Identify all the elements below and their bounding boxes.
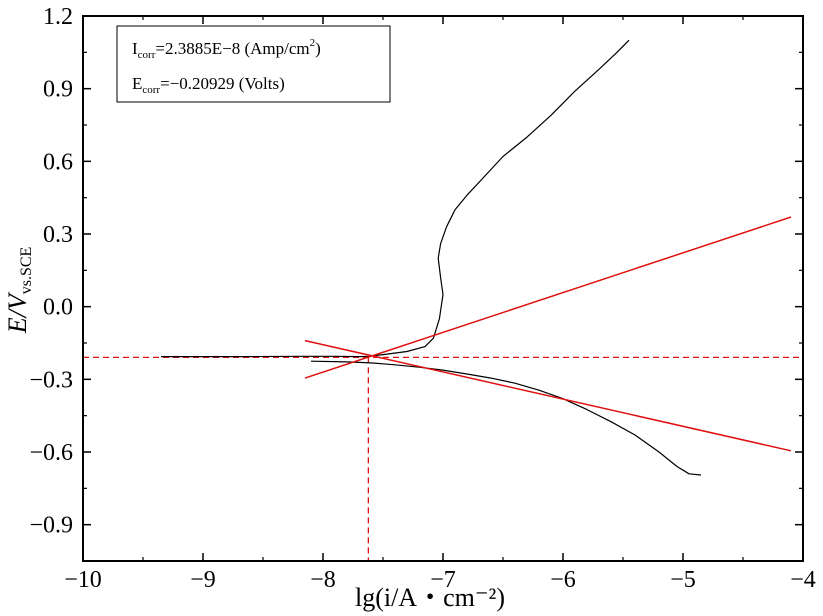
y-tick-label: 1.2 <box>43 4 73 30</box>
legend-ecorr-main: E <box>132 74 142 93</box>
y-tick-label: −0.9 <box>29 513 73 539</box>
y-axis: 1.2 0.9 0.6 0.3 0.0 −0.3 −0.6 −0.9 <box>29 4 803 562</box>
legend-icorr-sup: 2 <box>310 37 316 49</box>
y-tick-label: 0.3 <box>43 222 73 248</box>
y-axis-title-main: E/V <box>3 291 32 334</box>
anodic-tafel-fit-line <box>304 216 792 379</box>
legend-ecorr-sub: corr <box>142 84 160 96</box>
cathodic-tafel-fit-line <box>304 339 792 452</box>
x-tick-label: −8 <box>310 567 336 593</box>
x-axis: −10 −9 −8 −7 −6 −5 −4 <box>64 16 816 593</box>
y-axis-title: E/Vvs.SCE <box>3 247 35 335</box>
y-axis-title-sub: vs.SCE <box>18 247 35 295</box>
y-tick-label: 0.6 <box>43 149 73 175</box>
y-tick-label: −0.6 <box>29 440 73 466</box>
legend-icorr-end: ) <box>315 39 321 58</box>
x-tick-label: −5 <box>670 567 696 593</box>
legend-icorr-value: =2.3885E−8 (Amp/cm <box>155 39 309 58</box>
x-tick-label: −7 <box>430 567 456 593</box>
legend-icorr-main: I <box>132 39 138 58</box>
legend-ecorr-value: =−0.20929 (Volts) <box>160 74 285 93</box>
legend: Icorr=2.3885E−8 (Amp/cm2) Ecorr=−0.20929… <box>116 25 391 103</box>
y-tick-label: −0.3 <box>29 367 73 393</box>
legend-line-ecorr: Ecorr=−0.20929 (Volts) <box>132 74 285 96</box>
x-tick-label: −6 <box>550 567 576 593</box>
legend-icorr-sub: corr <box>138 49 156 61</box>
y-tick-label: 0.0 <box>43 295 73 321</box>
series-layer <box>161 39 792 476</box>
reference-lines <box>83 356 803 561</box>
x-tick-label: −10 <box>64 567 102 593</box>
legend-line-icorr: Icorr=2.3885E−8 (Amp/cm2) <box>132 37 321 61</box>
x-tick-label: −4 <box>790 567 816 593</box>
y-tick-label: 0.9 <box>43 77 73 103</box>
anodic-polarization-curve <box>161 39 630 358</box>
x-axis-title: lg(i/A・cm⁻²) <box>355 583 505 612</box>
plot-clip-group <box>83 39 803 561</box>
cathodic-polarization-curve <box>310 360 702 476</box>
x-tick-label: −9 <box>190 567 216 593</box>
legend-box <box>116 25 391 103</box>
